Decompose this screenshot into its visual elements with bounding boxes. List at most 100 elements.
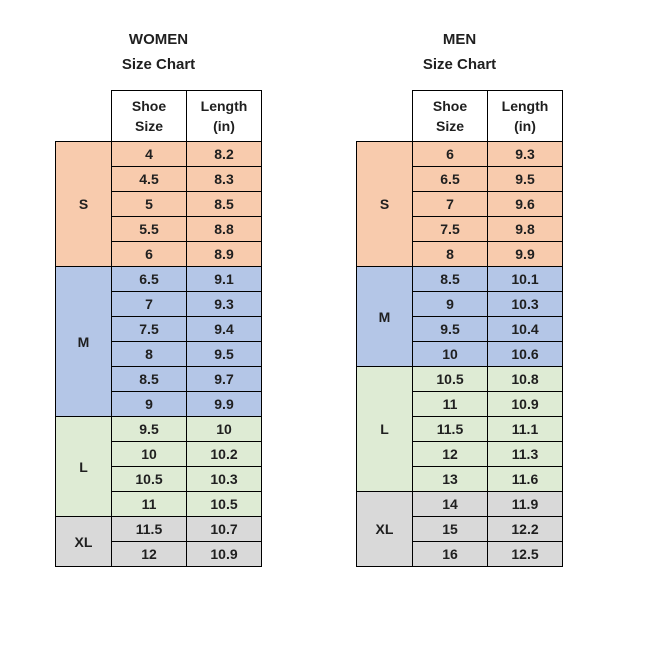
length-cell: 12.5 bbox=[487, 541, 563, 567]
table-row: 12 11.3 bbox=[357, 441, 563, 467]
length-cell: 11.6 bbox=[487, 466, 563, 492]
length-cell: 10.9 bbox=[487, 391, 563, 417]
women-size-chart: WOMEN Size Chart Shoe Size Length (in) S 4 8.2… bbox=[55, 30, 262, 567]
table-row: 8 9.5 bbox=[56, 341, 262, 367]
shoe-size-cell: 5.5 bbox=[111, 216, 187, 242]
shoe-size-cell: 11.5 bbox=[111, 516, 187, 542]
column-header-line: Length bbox=[501, 97, 549, 114]
shoe-size-cell: 12 bbox=[412, 441, 488, 467]
table-row: 8.5 9.7 bbox=[56, 366, 262, 392]
column-header-line: Length bbox=[200, 97, 248, 114]
size-group-label: M bbox=[356, 266, 413, 367]
table-row: 10 10.2 bbox=[56, 441, 262, 467]
shoe-size-cell: 8 bbox=[111, 341, 187, 367]
length-cell: 10 bbox=[186, 416, 262, 442]
column-header-line: (in) bbox=[213, 118, 235, 134]
size-group-label: L bbox=[356, 366, 413, 492]
shoe-size-cell: 6.5 bbox=[111, 266, 187, 292]
column-header-line: Shoe bbox=[131, 97, 167, 114]
length-cell: 8.2 bbox=[186, 141, 262, 167]
size-group-label: L bbox=[55, 416, 112, 517]
size-group-label: XL bbox=[55, 516, 112, 567]
shoe-size-cell: 11.5 bbox=[412, 416, 488, 442]
shoe-size-cell: 7 bbox=[412, 191, 488, 217]
length-cell: 8.8 bbox=[186, 216, 262, 242]
shoe-size-cell: 9 bbox=[111, 391, 187, 417]
shoe-size-cell: 14 bbox=[412, 491, 488, 517]
table-row: XL 14 11.9 bbox=[356, 491, 563, 567]
table-row: 9 10.3 bbox=[357, 291, 563, 317]
shoe-size-cell: 10.5 bbox=[412, 366, 488, 392]
table-row: 7.5 9.4 bbox=[56, 316, 262, 342]
length-cell: 9.3 bbox=[186, 291, 262, 317]
shoe-size-cell: 10 bbox=[412, 341, 488, 367]
women-size-table: Shoe Size Length (in) S 4 8.2 4.5 8.3 5 8.5 5.5 8.8 6… bbox=[55, 90, 262, 567]
shoe-size-cell: 9 bbox=[412, 291, 488, 317]
size-group-label: XL bbox=[356, 491, 413, 567]
shoe-size-cell: 6 bbox=[412, 141, 488, 167]
shoe-size-cell: 7.5 bbox=[111, 316, 187, 342]
length-cell: 10.4 bbox=[487, 316, 563, 342]
length-cell: 11.1 bbox=[487, 416, 563, 442]
table-row: 5.5 8.8 bbox=[56, 216, 262, 242]
corner-spacer bbox=[357, 91, 413, 142]
shoe-size-cell: 8 bbox=[412, 241, 488, 267]
length-cell: 10.2 bbox=[186, 441, 262, 467]
table-row: M 6.5 9.1 bbox=[55, 266, 262, 417]
table-row: L 10.5 10.8 bbox=[356, 366, 563, 492]
length-cell: 10.3 bbox=[186, 466, 262, 492]
column-header-line: Shoe bbox=[432, 97, 468, 114]
shoe-size-cell: 5 bbox=[111, 191, 187, 217]
shoe-size-cell: 10.5 bbox=[111, 466, 187, 492]
shoe-size-cell: 4.5 bbox=[111, 166, 187, 192]
length-cell: 9.5 bbox=[487, 166, 563, 192]
shoe-size-cell: 9.5 bbox=[412, 316, 488, 342]
length-cell: 10.6 bbox=[487, 341, 563, 367]
table-row: M 8.5 10.1 bbox=[356, 266, 563, 367]
length-cell: 8.5 bbox=[186, 191, 262, 217]
men-chart-subtitle: Size Chart bbox=[422, 56, 497, 73]
table-row: XL 11.5 10.7 bbox=[55, 516, 262, 567]
table-row: 11 10.9 bbox=[357, 391, 563, 417]
men-size-table: Shoe Size Length (in) S 6 9.3 6.5 9.5 7 9.6 7.5 9.8 8… bbox=[356, 90, 563, 567]
shoe-size-cell: 8.5 bbox=[412, 266, 488, 292]
table-row: 13 11.6 bbox=[357, 466, 563, 492]
length-cell: 11.9 bbox=[487, 491, 563, 517]
shoe-size-cell: 6.5 bbox=[412, 166, 488, 192]
table-row: 9.5 10.4 bbox=[357, 316, 563, 342]
table-row: 11 10.5 bbox=[56, 491, 262, 517]
table-row: 8 9.9 bbox=[357, 241, 563, 267]
shoe-size-cell: 12 bbox=[111, 541, 187, 567]
length-cell: 12.2 bbox=[487, 516, 563, 542]
shoe-size-cell: 8.5 bbox=[111, 366, 187, 392]
column-header-length: Length (in) bbox=[186, 90, 262, 142]
shoe-size-cell: 11 bbox=[111, 491, 187, 517]
length-cell: 9.1 bbox=[186, 266, 262, 292]
column-header-line: Size bbox=[435, 118, 464, 134]
column-header-line: Size bbox=[134, 118, 163, 134]
length-cell: 11.3 bbox=[487, 441, 563, 467]
table-row: 11.5 11.1 bbox=[357, 416, 563, 442]
men-chart-title: MEN bbox=[442, 31, 477, 48]
table-row: 10.5 10.3 bbox=[56, 466, 262, 492]
header-row: Shoe Size Length (in) bbox=[357, 90, 563, 142]
length-cell: 10.8 bbox=[487, 366, 563, 392]
length-cell: 9.9 bbox=[186, 391, 262, 417]
header-row: Shoe Size Length (in) bbox=[56, 90, 262, 142]
column-header-shoe-size: Shoe Size bbox=[111, 90, 187, 142]
shoe-size-cell: 16 bbox=[412, 541, 488, 567]
corner-spacer bbox=[56, 91, 112, 142]
length-cell: 9.7 bbox=[186, 366, 262, 392]
shoe-size-cell: 6 bbox=[111, 241, 187, 267]
table-row: 9 9.9 bbox=[56, 391, 262, 417]
women-chart-title: WOMEN bbox=[128, 31, 189, 48]
shoe-size-cell: 7 bbox=[111, 291, 187, 317]
size-group-label: S bbox=[356, 141, 413, 267]
table-row: 7 9.3 bbox=[56, 291, 262, 317]
table-row: S 6 9.3 bbox=[356, 141, 563, 267]
length-cell: 9.8 bbox=[487, 216, 563, 242]
shoe-size-cell: 9.5 bbox=[111, 416, 187, 442]
table-row: L 9.5 10 bbox=[55, 416, 262, 517]
women-chart-subtitle: Size Chart bbox=[121, 56, 196, 73]
size-group-label: S bbox=[55, 141, 112, 267]
